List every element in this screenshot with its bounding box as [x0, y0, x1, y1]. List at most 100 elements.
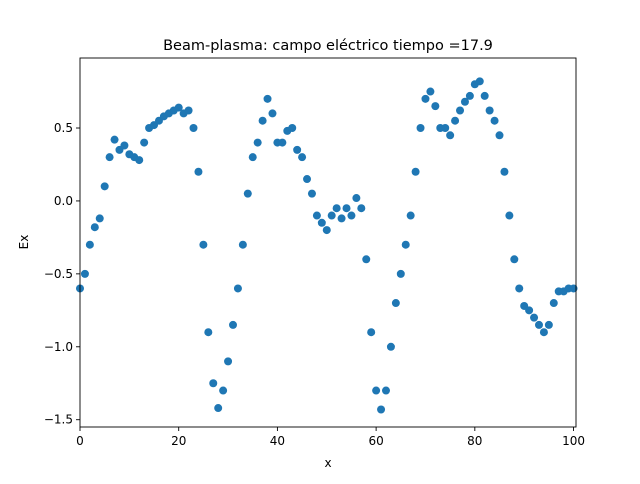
data-point	[391, 299, 400, 308]
data-point	[352, 194, 361, 203]
data-point	[480, 91, 489, 100]
y-tick-label: 0.5	[54, 121, 73, 135]
data-point	[307, 189, 316, 198]
data-point	[460, 97, 469, 106]
data-point	[456, 106, 465, 115]
data-point	[500, 167, 509, 176]
data-point	[426, 87, 435, 96]
data-point	[342, 204, 351, 213]
data-point	[406, 211, 415, 220]
data-point	[510, 255, 519, 264]
data-point	[362, 255, 371, 264]
data-point	[248, 153, 257, 162]
data-point	[465, 91, 474, 100]
data-point	[490, 116, 499, 125]
y-tick-label: 0.0	[54, 194, 73, 208]
data-point	[140, 138, 149, 147]
y-tick-label: −1.5	[44, 413, 73, 427]
data-point	[120, 141, 129, 150]
data-point	[505, 211, 514, 220]
x-axis-label: x	[324, 456, 331, 470]
y-tick-label: −1.0	[44, 340, 73, 354]
x-tick-label: 80	[467, 434, 482, 448]
data-point	[194, 167, 203, 176]
data-point	[214, 404, 223, 413]
data-point	[515, 284, 524, 293]
data-point	[530, 313, 539, 322]
data-point	[303, 175, 312, 184]
data-point	[441, 124, 450, 133]
data-point	[525, 306, 534, 315]
x-tick-label: 40	[270, 434, 285, 448]
data-point	[495, 131, 504, 140]
data-point	[229, 320, 237, 329]
data-point	[85, 240, 94, 249]
data-point	[100, 182, 109, 191]
data-point	[347, 211, 356, 220]
data-point	[357, 204, 366, 213]
data-point	[396, 269, 405, 278]
data-point	[233, 284, 242, 293]
data-point	[268, 109, 277, 118]
data-point	[317, 218, 326, 227]
data-point	[446, 131, 455, 140]
data-point	[431, 102, 440, 111]
data-point	[377, 405, 386, 414]
data-point	[110, 135, 119, 144]
y-tick-label: −0.5	[44, 267, 73, 281]
y-axis-ticks: −1.5 −1.0 −0.5 0.0 0.5	[44, 121, 80, 427]
data-point	[253, 138, 262, 147]
x-tick-label: 0	[76, 434, 84, 448]
data-point	[238, 240, 247, 249]
data-point	[367, 328, 376, 337]
data-point	[421, 94, 430, 103]
data-point	[549, 299, 558, 308]
data-point	[401, 240, 410, 249]
data-point	[312, 211, 321, 220]
data-point	[199, 240, 208, 249]
data-point	[278, 138, 287, 147]
x-tick-label: 100	[562, 434, 585, 448]
data-point	[539, 328, 548, 337]
chart-title: Beam-plasma: campo eléctrico tiempo =17.…	[163, 38, 493, 54]
data-point	[332, 204, 341, 213]
data-point	[80, 269, 89, 278]
plot-frame	[79, 57, 577, 428]
data-point	[298, 153, 307, 162]
data-point	[411, 167, 420, 176]
data-point	[105, 153, 114, 162]
data-point	[135, 156, 144, 165]
data-point	[184, 106, 193, 115]
data-point	[416, 124, 425, 133]
data-point	[293, 145, 302, 154]
data-point	[381, 386, 390, 395]
data-point	[327, 211, 336, 220]
x-tick-label: 60	[368, 434, 383, 448]
data-point	[372, 386, 381, 395]
data-point	[451, 116, 460, 125]
data-point	[258, 116, 267, 125]
data-point	[288, 124, 297, 133]
y-axis-label: Ex	[17, 235, 31, 250]
x-tick-label: 20	[171, 434, 186, 448]
data-point	[337, 214, 346, 223]
data-point	[534, 320, 543, 329]
data-point	[95, 214, 104, 223]
data-point	[485, 106, 494, 115]
data-point	[243, 189, 252, 198]
data-point	[386, 342, 395, 351]
data-point	[224, 357, 233, 366]
data-point	[569, 284, 578, 293]
data-point	[209, 379, 218, 388]
data-points	[76, 77, 578, 414]
data-point	[475, 77, 484, 86]
data-point	[204, 328, 213, 337]
data-point	[263, 94, 272, 103]
data-point	[90, 223, 99, 232]
data-point	[174, 103, 183, 112]
x-axis-ticks: 0 20 40 60 80 100	[76, 427, 585, 448]
data-point	[219, 386, 228, 395]
